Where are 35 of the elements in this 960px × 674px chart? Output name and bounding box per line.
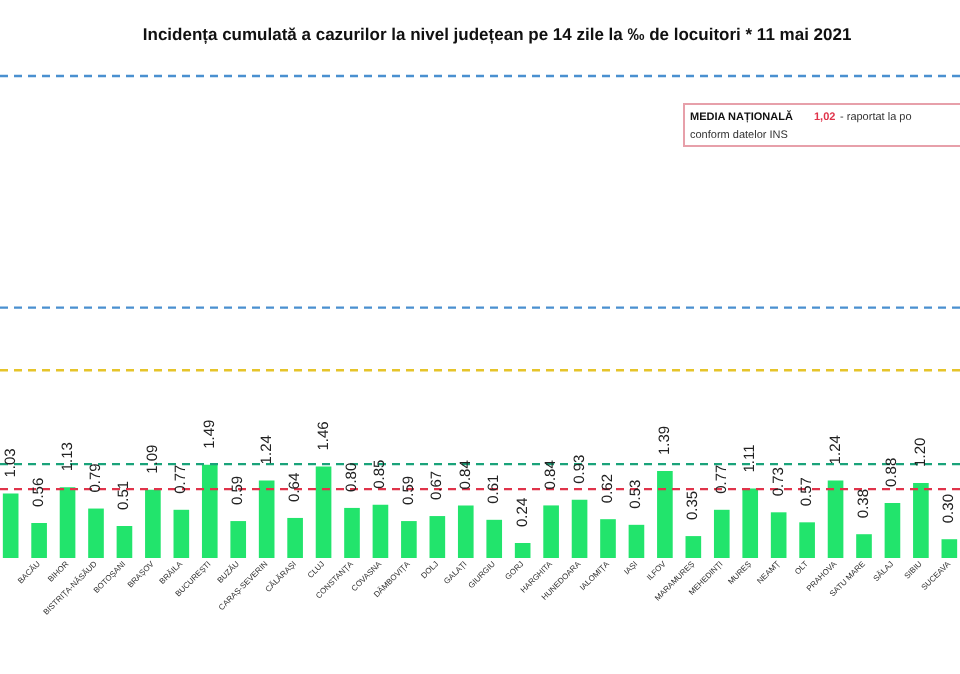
bar — [401, 521, 417, 558]
bar — [685, 536, 702, 558]
bar — [941, 539, 958, 558]
bar — [173, 509, 190, 558]
bar — [770, 512, 787, 558]
bar — [372, 504, 389, 558]
bar — [913, 482, 929, 558]
bar — [116, 526, 133, 558]
bar — [486, 519, 503, 558]
bar — [827, 480, 844, 558]
bar — [429, 516, 446, 558]
bar — [657, 470, 673, 558]
bar — [2, 493, 19, 558]
bar — [543, 505, 559, 558]
bar — [145, 489, 161, 558]
bar — [457, 505, 474, 558]
bar — [799, 522, 815, 558]
bar — [88, 508, 104, 558]
bar — [201, 464, 218, 558]
bar — [344, 507, 360, 558]
bar — [628, 524, 645, 558]
bar — [315, 466, 332, 558]
bar — [31, 522, 47, 558]
bar — [287, 517, 303, 558]
bar — [59, 487, 76, 558]
bar — [856, 534, 872, 558]
bar — [230, 521, 247, 558]
bar — [514, 542, 531, 558]
bar — [713, 509, 730, 558]
chart-title: Incidența cumulată a cazurilor la nivel județean pe 14 zile la ‰ de locuitori * 11 mai 2021 — [142, 23, 852, 44]
bar — [258, 480, 275, 558]
bar — [571, 499, 588, 558]
bar — [600, 519, 616, 558]
bar — [742, 488, 759, 558]
bar — [884, 502, 901, 558]
